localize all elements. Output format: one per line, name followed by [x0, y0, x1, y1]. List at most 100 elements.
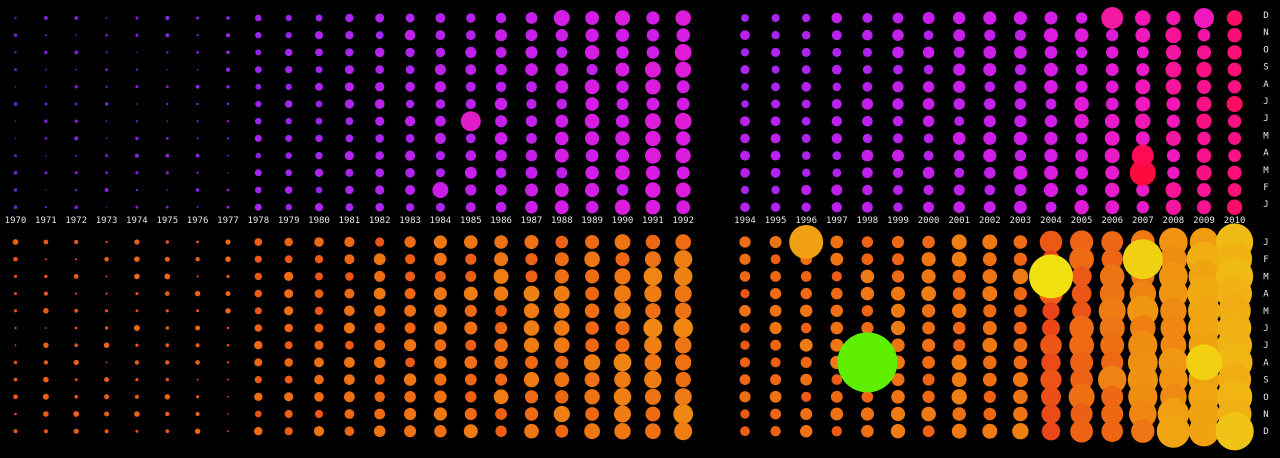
bottom-bubble-1970-3	[14, 292, 17, 296]
bottom-bubble-1980-1	[314, 255, 324, 264]
top-bubble-1973-0	[105, 17, 108, 19]
top-bubble-1971-10	[45, 189, 47, 191]
top-bubble-2008-2	[1165, 44, 1181, 60]
top-month-label-0: D	[1263, 11, 1268, 21]
top-month-label-3: S	[1263, 63, 1268, 73]
bottom-bubble-1970-1	[13, 256, 18, 262]
top-bubble-1986-4	[495, 81, 507, 93]
bottom-bubble-2004-8	[1040, 369, 1062, 391]
bottom-highlight-bubble-4	[1215, 412, 1254, 451]
bottom-bubble-1974-7	[134, 360, 140, 365]
year-label-1980: 1980	[308, 216, 330, 226]
top-bubble-1988-3	[555, 63, 569, 77]
top-bubble-1988-2	[556, 46, 568, 58]
top-bubble-1999-6	[892, 116, 904, 127]
top-bubble-1997-8	[832, 151, 842, 161]
bottom-bubble-1996-9	[801, 391, 812, 402]
top-bubble-1981-1	[345, 31, 354, 40]
top-bubble-2001-6	[954, 116, 965, 127]
top-bubble-1982-1	[375, 31, 384, 40]
bottom-bubble-1981-11	[344, 426, 355, 437]
top-bubble-1970-7	[14, 137, 17, 140]
bottom-bubble-1980-3	[314, 289, 324, 298]
top-bubble-1995-0	[771, 13, 780, 23]
year-label-2003: 2003	[1010, 216, 1032, 226]
top-bubble-1970-4	[14, 85, 17, 88]
bottom-bubble-2001-7	[951, 354, 967, 370]
top-bubble-1981-11	[345, 203, 354, 212]
top-bubble-1992-6	[674, 112, 692, 130]
bottom-bubble-2003-11	[1012, 423, 1029, 440]
top-bubble-2009-11	[1196, 200, 1212, 215]
bottom-bubble-2001-9	[951, 389, 967, 405]
bottom-bubble-1985-8	[464, 373, 477, 386]
bottom-bubble-1989-4	[584, 303, 600, 319]
top-bubble-1974-1	[135, 33, 139, 37]
top-bubble-1978-7	[254, 134, 262, 142]
top-bubble-1970-9	[13, 170, 18, 175]
top-bubble-1979-1	[285, 32, 292, 39]
top-bubble-1995-5	[771, 99, 781, 109]
bottom-bubble-1975-10	[165, 411, 170, 417]
bottom-bubble-2003-1	[1013, 252, 1027, 266]
top-bubble-1974-10	[135, 188, 138, 192]
top-bubble-1970-2	[14, 51, 17, 54]
bottom-bubble-1975-2	[164, 273, 171, 280]
top-bubble-2003-10	[1014, 184, 1027, 196]
top-bubble-1981-0	[345, 13, 354, 23]
top-bubble-1999-2	[892, 46, 904, 59]
top-bubble-1971-9	[44, 171, 48, 175]
bottom-bubble-1973-5	[104, 326, 109, 330]
top-bubble-1986-8	[495, 149, 507, 162]
bottom-bubble-1979-4	[284, 306, 294, 316]
bottom-bubble-1992-2	[673, 267, 693, 286]
bottom-bubble-1989-0	[585, 235, 600, 249]
bottom-bubble-1972-3	[75, 292, 78, 295]
bottom-bubble-2000-4	[921, 304, 936, 318]
bottom-bubble-1980-10	[314, 409, 324, 419]
top-bubble-2000-6	[922, 115, 935, 127]
top-bubble-2003-3	[1014, 64, 1026, 76]
bottom-bubble-1987-3	[523, 285, 540, 302]
top-bubble-1971-3	[45, 68, 47, 71]
top-bubble-1973-1	[105, 33, 108, 37]
bottom-bubble-1973-0	[105, 240, 108, 244]
top-bubble-1998-6	[862, 115, 873, 127]
bottom-bubble-1989-7	[583, 354, 601, 371]
top-panel-bubbles	[13, 7, 1243, 215]
top-bubble-2002-4	[984, 81, 996, 93]
top-bubble-1978-5	[255, 100, 262, 108]
bottom-bubble-1995-0	[769, 236, 782, 248]
top-bubble-1994-10	[740, 185, 750, 195]
top-bubble-1994-9	[740, 168, 750, 178]
bottom-bubble-1997-6	[830, 338, 844, 352]
bottom-bubble-1984-3	[433, 287, 447, 301]
bottom-bubble-1981-4	[344, 305, 355, 317]
bottom-bubble-1971-2	[44, 274, 48, 279]
top-bubble-1989-5	[585, 97, 599, 111]
bottom-bubble-1979-9	[284, 392, 294, 402]
top-bubble-1979-9	[285, 169, 293, 177]
top-bubble-1988-4	[555, 80, 569, 94]
top-bubble-1970-6	[14, 120, 17, 122]
bottom-bubble-2003-9	[1013, 389, 1028, 405]
bottom-bubble-1994-2	[739, 271, 751, 282]
top-bubble-2003-1	[1014, 29, 1026, 41]
bottom-bubble-1990-4	[614, 302, 631, 320]
bottom-bubble-1999-10	[890, 406, 906, 422]
bottom-bubble-1970-0	[12, 239, 19, 245]
bottom-bubble-1980-2	[315, 272, 323, 281]
top-bubble-1980-8	[315, 151, 323, 160]
top-bubble-1984-6	[435, 115, 446, 127]
bottom-bubble-1984-1	[434, 252, 447, 266]
bottom-bubble-1982-10	[374, 408, 386, 420]
bottom-bubble-2007-10	[1129, 400, 1157, 428]
top-bubble-2003-6	[1014, 115, 1027, 128]
top-bubble-2007-4	[1135, 79, 1151, 95]
bottom-bubble-1999-8	[891, 373, 905, 387]
bottom-bubble-1994-11	[740, 426, 750, 437]
top-bubble-1974-5	[136, 103, 138, 105]
top-bubble-1991-3	[644, 61, 661, 78]
top-bubble-1976-10	[195, 188, 200, 192]
